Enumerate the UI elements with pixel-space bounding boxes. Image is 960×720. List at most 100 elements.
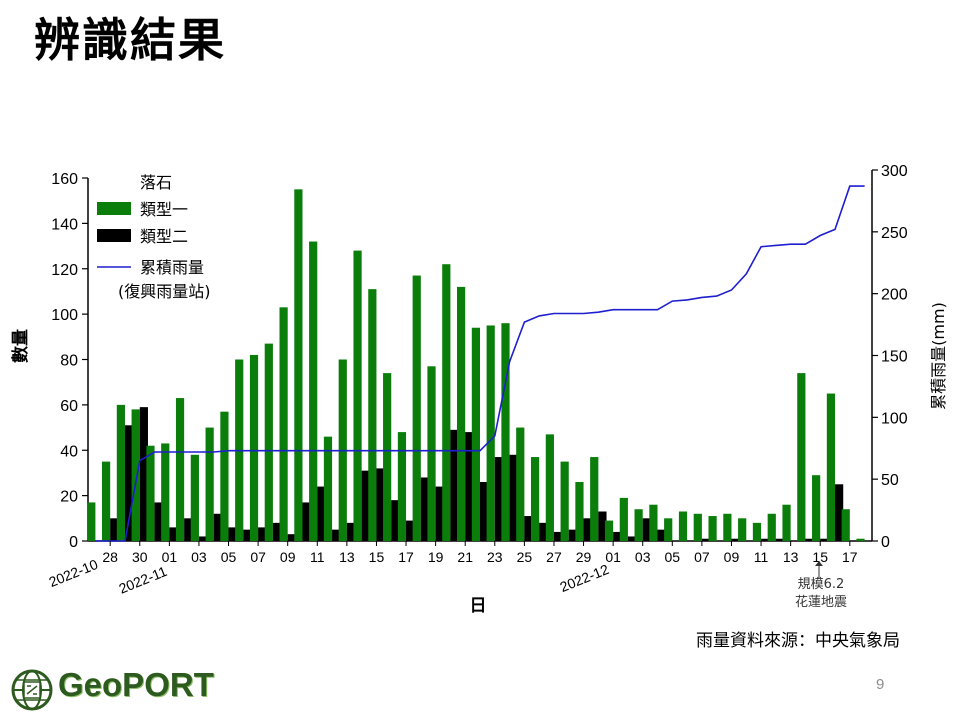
bar-type1-2022-12-09 bbox=[723, 513, 732, 541]
bar-type2-2022-11-06 bbox=[243, 529, 252, 541]
bar-type2-2022-11-11 bbox=[317, 486, 326, 541]
y-tick-label: 100 bbox=[51, 307, 78, 324]
bar-type1-2022-10-31 bbox=[146, 445, 155, 541]
bar-type2-2022-11-19 bbox=[435, 486, 444, 541]
bar-type2-2022-12-01 bbox=[613, 531, 622, 541]
bar-type1-2022-11-27 bbox=[545, 434, 554, 541]
x-tick-label: 01 bbox=[605, 549, 621, 565]
bar-type1-2022-12-02 bbox=[619, 497, 628, 541]
x-tick-label: 21 bbox=[457, 549, 473, 565]
bar-type1-2022-11-14 bbox=[353, 250, 362, 541]
rain-line-layer bbox=[95, 185, 865, 542]
bar-type1-2022-11-04 bbox=[205, 427, 214, 541]
legend-label-type2: 類型二 bbox=[140, 227, 188, 246]
rain-cumulative-line bbox=[95, 185, 865, 542]
x-tick-label: 15 bbox=[369, 549, 385, 565]
slide-title: 辨識結果 bbox=[34, 13, 226, 67]
y-ticks: 0 20 40 60 80 100 120 140 160 bbox=[51, 171, 88, 551]
bar-type2-2022-11-14 bbox=[361, 470, 370, 541]
y2-tick-label: 300 bbox=[881, 163, 908, 180]
bar-type1-2022-12-03 bbox=[634, 509, 643, 541]
bar-type2-2022-11-20 bbox=[450, 429, 459, 541]
bar-type1-2022-11-28 bbox=[560, 461, 569, 541]
x-tick-label: 19 bbox=[428, 549, 444, 565]
bar-type2-2022-11-26 bbox=[539, 522, 548, 541]
bar-type2-2022-11-22 bbox=[480, 482, 489, 541]
bar-type1-2022-11-29 bbox=[575, 482, 584, 541]
legend-swatch-type1 bbox=[97, 202, 131, 215]
bar-type1-2022-12-16 bbox=[826, 393, 836, 541]
bar-type2-2022-10-29 bbox=[124, 425, 134, 541]
bar-type1-2022-10-28 bbox=[101, 461, 111, 541]
y2-axis-label: 累積雨量(mm) bbox=[929, 302, 948, 410]
y2-tick-label: 150 bbox=[881, 349, 908, 366]
bar-type1-2022-11-09 bbox=[279, 307, 288, 541]
y2-tick-label: 50 bbox=[881, 472, 899, 489]
bar-type2-2022-11-13 bbox=[346, 522, 356, 541]
y2-ticks: 0 50 100 150 200 250 300 bbox=[872, 163, 908, 551]
x-tick-label: 17 bbox=[842, 549, 858, 565]
bar-type1-2022-12-08 bbox=[708, 516, 717, 541]
x-tick-label: 05 bbox=[665, 549, 681, 565]
x-tick-label: 05 bbox=[221, 549, 237, 565]
bar-type1-2022-11-22 bbox=[471, 327, 480, 541]
y-tick-label: 20 bbox=[60, 489, 78, 506]
bar-type2-2022-11-12 bbox=[332, 529, 341, 541]
bar-type2-2022-12-04 bbox=[657, 529, 666, 541]
x-tick-label: 13 bbox=[783, 549, 799, 565]
bar-type1-2022-11-01 bbox=[161, 443, 170, 541]
quake-annotation-line1: 規模6.2 bbox=[798, 577, 845, 592]
bar-type2-2022-11-25 bbox=[524, 516, 533, 541]
bar-type2-2022-12-07 bbox=[701, 538, 711, 541]
legend-label-type1: 類型一 bbox=[140, 200, 188, 219]
bar-type2-2022-11-05 bbox=[228, 527, 237, 541]
y-tick-label: 40 bbox=[60, 443, 78, 460]
x-tick-label: 01 bbox=[162, 549, 178, 565]
bar-type2-2022-12-15 bbox=[820, 538, 829, 541]
bar-type2-2022-11-03 bbox=[198, 536, 208, 541]
y-tick-label: 60 bbox=[60, 398, 78, 415]
rain-data-source-note: 雨量資料來源：中央氣象局 bbox=[696, 631, 900, 651]
bar-type1-2022-12-12 bbox=[767, 513, 776, 541]
x-tick-label: 28 bbox=[102, 549, 118, 565]
bar-type2-2022-11-28 bbox=[568, 529, 577, 541]
bar-type2-2022-10-31 bbox=[154, 502, 163, 541]
y-tick-label: 140 bbox=[51, 216, 78, 233]
globe-logo-icon bbox=[11, 669, 53, 711]
bar-type1-2022-12-06 bbox=[678, 511, 688, 541]
x-tick-label: 11 bbox=[310, 549, 325, 565]
month-label-nov: 2022-11 bbox=[116, 563, 169, 597]
x-tick-label: 09 bbox=[724, 549, 740, 565]
bar-type1-2022-11-25 bbox=[516, 427, 525, 541]
bar-type2-2022-10-28 bbox=[110, 518, 119, 541]
bar-type2-2022-11-01 bbox=[169, 527, 178, 541]
bar-type1-2022-12-11 bbox=[752, 522, 762, 541]
bar-type1-2022-11-30 bbox=[590, 457, 599, 541]
bar-type1-2022-11-12 bbox=[323, 436, 333, 541]
x-tick-label: 03 bbox=[191, 549, 207, 565]
y2-tick-label: 250 bbox=[881, 225, 908, 242]
bar-type2-2022-11-16 bbox=[391, 500, 400, 541]
bar-type2-2022-11-07 bbox=[258, 527, 267, 541]
x-tick-label: 15 bbox=[812, 549, 828, 565]
y-tick-label: 80 bbox=[60, 353, 78, 370]
y2-tick-label: 200 bbox=[881, 287, 908, 304]
x-tick-label: 13 bbox=[339, 549, 355, 565]
bar-type1-2022-12-18 bbox=[856, 538, 865, 541]
bar-type1-2022-11-16 bbox=[383, 373, 392, 541]
y-tick-label: 160 bbox=[51, 171, 78, 188]
bar-type1-2022-12-01 bbox=[604, 520, 614, 541]
bar-type2-2022-12-11 bbox=[761, 538, 770, 541]
x-tick-label: 30 bbox=[132, 549, 148, 565]
bar-type1-2022-11-23 bbox=[486, 325, 495, 541]
x-tick-label: 11 bbox=[754, 549, 769, 565]
bar-type1-2022-10-27 bbox=[87, 502, 96, 541]
bar-type2-2022-11-10 bbox=[302, 502, 311, 541]
bar-type1-2022-11-26 bbox=[530, 457, 540, 541]
y-tick-label: 120 bbox=[51, 262, 78, 279]
x-tick-label: 17 bbox=[398, 549, 414, 565]
bar-type2-2022-11-24 bbox=[509, 454, 518, 541]
bar-type1-2022-10-30 bbox=[131, 409, 140, 541]
bar-type2-2022-11-02 bbox=[184, 518, 193, 541]
